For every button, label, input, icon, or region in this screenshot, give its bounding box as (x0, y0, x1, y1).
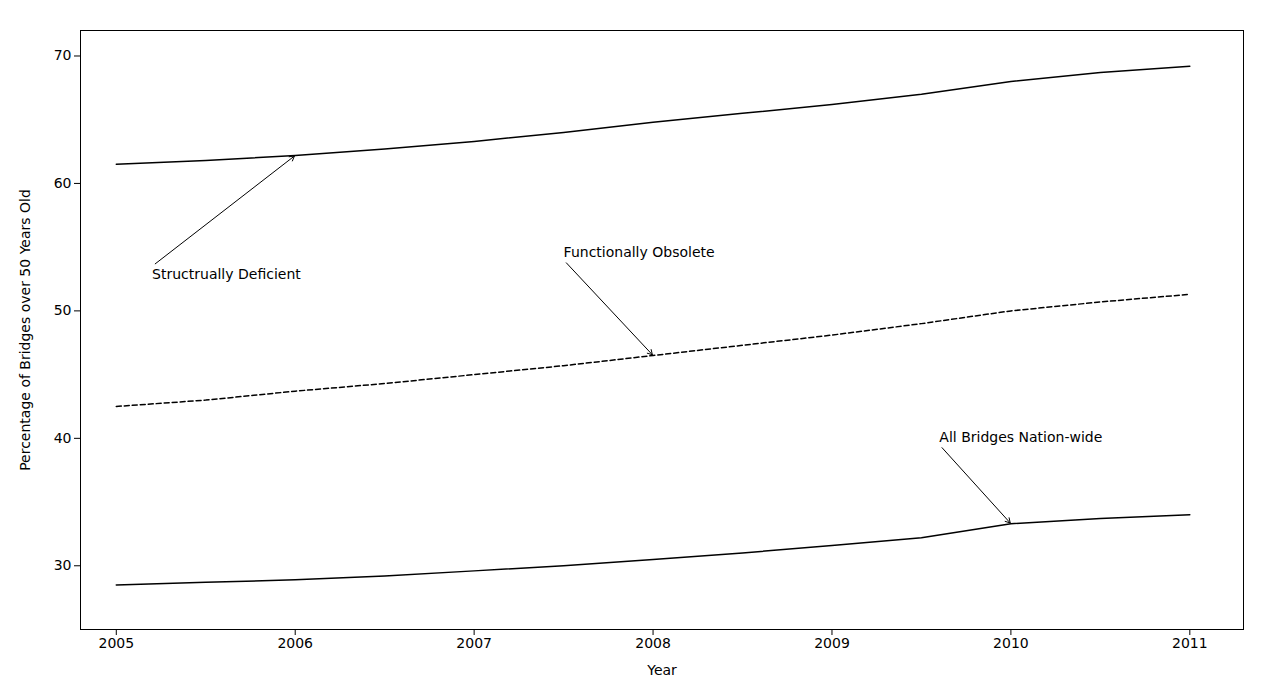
svg-text:2011: 2011 (1172, 635, 1208, 651)
svg-text:2009: 2009 (814, 635, 850, 651)
svg-text:2008: 2008 (635, 635, 671, 651)
svg-text:All Bridges Nation-wide: All Bridges Nation-wide (939, 429, 1102, 445)
svg-text:Functionally Obsolete: Functionally Obsolete (564, 244, 715, 260)
svg-text:2006: 2006 (277, 635, 313, 651)
svg-text:Percentage of Bridges over 50: Percentage of Bridges over 50 Years Old (17, 189, 33, 471)
svg-text:30: 30 (54, 557, 72, 573)
svg-text:2007: 2007 (456, 635, 492, 651)
svg-text:Structrually Deficient: Structrually Deficient (152, 266, 301, 282)
svg-text:70: 70 (54, 47, 72, 63)
svg-text:Year: Year (646, 662, 677, 678)
svg-text:50: 50 (54, 302, 72, 318)
svg-text:2005: 2005 (98, 635, 134, 651)
svg-text:2010: 2010 (993, 635, 1029, 651)
svg-text:60: 60 (54, 175, 72, 191)
svg-text:40: 40 (54, 430, 72, 446)
